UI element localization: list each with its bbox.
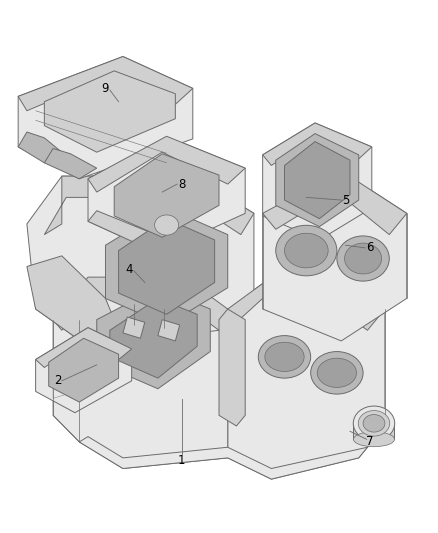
Polygon shape <box>88 136 245 192</box>
Text: 8: 8 <box>178 177 186 191</box>
Text: 2: 2 <box>54 374 61 387</box>
Ellipse shape <box>363 415 385 432</box>
Polygon shape <box>106 208 228 325</box>
Polygon shape <box>123 317 145 338</box>
Ellipse shape <box>285 233 328 268</box>
Text: 6: 6 <box>366 241 373 254</box>
Polygon shape <box>44 71 175 152</box>
Polygon shape <box>27 176 254 346</box>
Polygon shape <box>18 132 62 163</box>
Ellipse shape <box>311 352 363 394</box>
Polygon shape <box>263 171 407 341</box>
Polygon shape <box>263 171 407 235</box>
Polygon shape <box>263 123 372 240</box>
Polygon shape <box>263 123 372 165</box>
Polygon shape <box>44 176 254 235</box>
Text: 1: 1 <box>178 454 186 467</box>
Polygon shape <box>53 277 228 469</box>
Ellipse shape <box>276 225 337 276</box>
Polygon shape <box>53 277 228 330</box>
Polygon shape <box>285 142 350 219</box>
Polygon shape <box>44 149 97 179</box>
Ellipse shape <box>317 358 357 387</box>
Polygon shape <box>35 328 132 413</box>
Polygon shape <box>119 219 215 314</box>
Polygon shape <box>88 211 175 253</box>
Polygon shape <box>110 298 197 378</box>
Polygon shape <box>35 328 132 368</box>
Polygon shape <box>18 56 193 111</box>
Ellipse shape <box>265 342 304 372</box>
Polygon shape <box>97 288 210 389</box>
Polygon shape <box>49 338 119 402</box>
Ellipse shape <box>345 243 381 274</box>
Ellipse shape <box>353 406 395 441</box>
Text: 7: 7 <box>366 435 373 448</box>
Polygon shape <box>158 320 180 341</box>
Ellipse shape <box>337 236 389 281</box>
Polygon shape <box>114 154 219 237</box>
Polygon shape <box>228 277 385 330</box>
Text: 9: 9 <box>102 82 109 95</box>
Ellipse shape <box>358 410 390 436</box>
Text: 5: 5 <box>342 193 349 207</box>
Polygon shape <box>228 277 385 479</box>
Polygon shape <box>276 134 359 227</box>
Polygon shape <box>219 309 245 426</box>
Polygon shape <box>27 256 114 346</box>
Polygon shape <box>88 136 245 253</box>
Ellipse shape <box>258 336 311 378</box>
Polygon shape <box>79 426 385 479</box>
Ellipse shape <box>353 432 395 447</box>
Polygon shape <box>353 423 395 443</box>
Ellipse shape <box>155 215 179 235</box>
Text: 4: 4 <box>126 263 133 276</box>
Polygon shape <box>18 56 193 179</box>
